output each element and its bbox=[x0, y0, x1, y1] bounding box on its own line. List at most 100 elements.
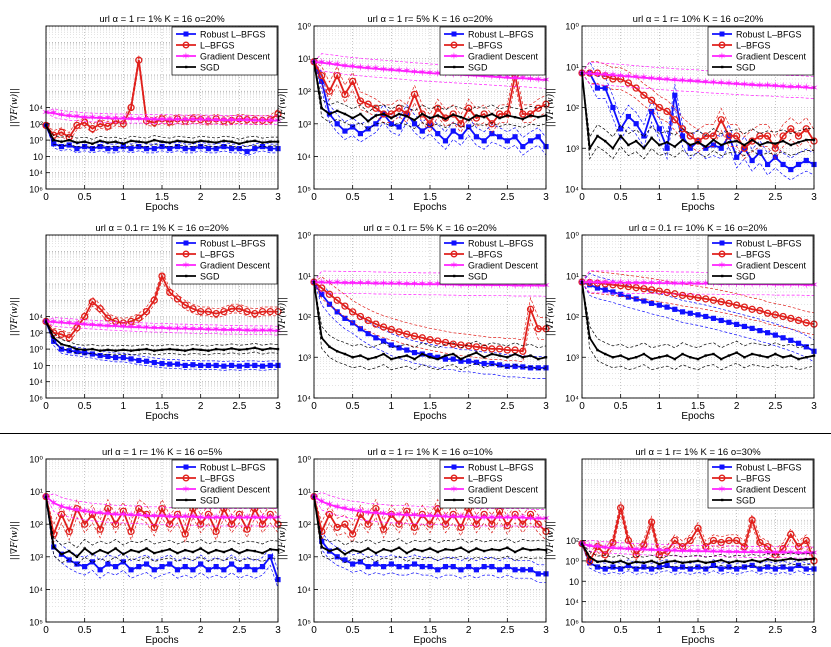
data-point bbox=[528, 567, 533, 572]
data-point bbox=[627, 358, 629, 360]
y-tick-label: 10⁴ bbox=[297, 152, 311, 162]
data-point bbox=[396, 564, 401, 569]
data-point bbox=[161, 140, 163, 142]
legend-marker bbox=[721, 275, 723, 277]
data-point bbox=[60, 343, 62, 345]
data-point bbox=[421, 353, 423, 355]
chart-panel: ✶✶✶✶✶✶✶✶✶✶✶✶✶✶✶✶✶✶✶✶✶✶✶✶✶✶✶✶✶✶✶10⁶10⁴10⁲… bbox=[9, 14, 283, 213]
data-point bbox=[680, 564, 685, 569]
data-point bbox=[627, 144, 629, 146]
data-point bbox=[604, 560, 606, 562]
chart-panel: ✶✶✶✶✶✶✶✶✶✶✶✶✶✶✶✶✶✶✶✶✶✶✶✶✶✶✶✶✶✶✶10⁴10³10²… bbox=[545, 14, 819, 213]
data-point bbox=[726, 564, 731, 569]
y-tick-label: 10² bbox=[30, 520, 43, 530]
y-axis-label: ||∇F(w)|| bbox=[9, 297, 20, 336]
data-point bbox=[743, 561, 745, 563]
data-point bbox=[658, 356, 660, 358]
data-point bbox=[774, 353, 776, 355]
data-point bbox=[350, 320, 355, 325]
data-point bbox=[506, 114, 508, 116]
data-point bbox=[246, 140, 248, 142]
x-tick-label: 2 bbox=[734, 401, 740, 412]
data-point bbox=[505, 138, 510, 143]
data-point bbox=[619, 354, 621, 356]
data-point bbox=[398, 547, 400, 549]
legend-marker bbox=[721, 499, 723, 501]
legend-marker: ✶ bbox=[182, 485, 190, 496]
data-point bbox=[136, 564, 141, 569]
y-tick-label: 10¹ bbox=[298, 54, 311, 64]
data-point bbox=[537, 548, 539, 550]
data-point bbox=[230, 548, 232, 550]
y-axis-label: ||∇F(w)|| bbox=[277, 521, 288, 560]
data-point bbox=[229, 146, 234, 151]
data-point bbox=[359, 551, 361, 553]
data-point bbox=[804, 158, 809, 163]
data-point bbox=[99, 140, 101, 142]
data-point bbox=[145, 141, 147, 143]
data-point bbox=[128, 567, 133, 572]
data-point bbox=[254, 347, 256, 349]
x-tick-label: 0 bbox=[579, 625, 585, 636]
y-tick-label: 10⁴ bbox=[29, 168, 43, 178]
legend-label: Gradient Descent bbox=[468, 51, 539, 61]
data-point bbox=[596, 135, 598, 137]
legend-label: SGD bbox=[468, 495, 488, 505]
series-band bbox=[46, 64, 278, 141]
x-axis-label: Epochs bbox=[681, 202, 714, 213]
data-point bbox=[59, 347, 64, 352]
data-point bbox=[705, 354, 707, 356]
legend-marker: ✶ bbox=[718, 52, 726, 63]
y-tick-label: 10¹ bbox=[566, 271, 579, 281]
legend-label: SGD bbox=[468, 271, 488, 281]
y-tick-label: 10⁶ bbox=[29, 185, 43, 195]
data-point bbox=[780, 162, 785, 167]
data-point bbox=[536, 365, 541, 370]
data-point bbox=[373, 561, 378, 566]
legend-label: L–BFGS bbox=[468, 473, 503, 483]
chart-title: url α = 0.1 r= 1% K = 16 o=20% bbox=[95, 223, 229, 234]
data-point bbox=[720, 559, 722, 561]
data-point bbox=[650, 358, 652, 360]
data-point bbox=[128, 356, 133, 361]
data-point bbox=[381, 564, 386, 569]
legend-marker bbox=[453, 66, 455, 68]
legend-label: Gradient Descent bbox=[736, 51, 807, 61]
data-point bbox=[190, 362, 195, 367]
legend-marker: ✶ bbox=[182, 261, 190, 272]
data-point bbox=[726, 320, 731, 325]
data-point bbox=[460, 358, 462, 360]
y-tick-label: 10³ bbox=[30, 552, 43, 562]
legend-marker bbox=[185, 275, 187, 277]
data-point bbox=[805, 356, 807, 358]
data-point bbox=[412, 561, 417, 566]
data-point bbox=[657, 303, 662, 308]
chart-title: url α = 1 r= 1% K = 16 o=30% bbox=[635, 447, 761, 458]
y-tick-label: 10⁰ bbox=[297, 231, 311, 241]
data-point bbox=[121, 355, 126, 360]
data-point bbox=[230, 140, 232, 142]
data-point bbox=[192, 141, 194, 143]
data-point bbox=[765, 162, 770, 167]
data-point bbox=[649, 301, 654, 306]
data-point bbox=[589, 147, 591, 149]
data-point bbox=[712, 353, 714, 355]
y-axis-label: ||∇F(w)|| bbox=[9, 88, 20, 127]
data-point bbox=[689, 561, 691, 563]
data-point bbox=[398, 113, 400, 115]
data-point bbox=[199, 349, 201, 351]
data-point bbox=[382, 353, 384, 355]
data-point bbox=[83, 547, 85, 549]
data-point bbox=[759, 144, 761, 146]
x-tick-label: 0 bbox=[311, 625, 317, 636]
data-point bbox=[672, 93, 677, 98]
data-point bbox=[53, 139, 55, 141]
data-point bbox=[528, 138, 533, 143]
x-tick-label: 2.5 bbox=[232, 192, 246, 203]
data-point bbox=[589, 556, 591, 558]
data-point bbox=[183, 363, 188, 368]
y-tick-label: 10⁲ bbox=[33, 361, 43, 371]
data-point bbox=[113, 146, 118, 151]
x-tick-label: 2.5 bbox=[768, 192, 782, 203]
